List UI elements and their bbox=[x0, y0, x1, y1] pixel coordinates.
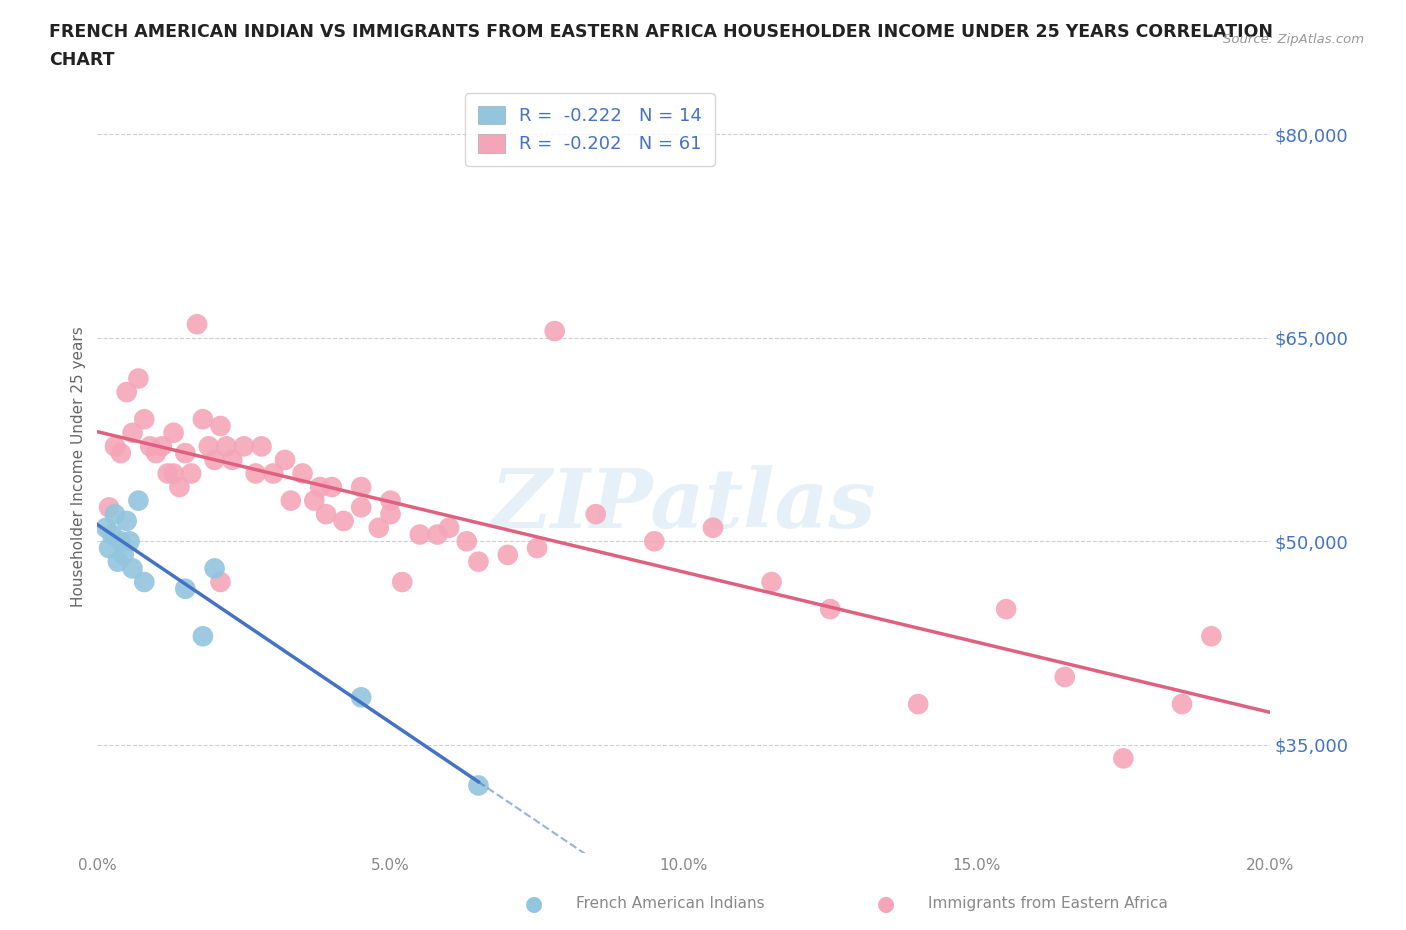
Point bbox=[118, 534, 141, 549]
Text: Immigrants from Eastern Africa: Immigrants from Eastern Africa bbox=[928, 897, 1168, 911]
Point bbox=[280, 493, 302, 508]
Point bbox=[221, 453, 243, 468]
Point bbox=[134, 575, 156, 590]
Point bbox=[127, 371, 149, 386]
Point bbox=[262, 466, 284, 481]
Point bbox=[169, 480, 191, 495]
Point bbox=[209, 575, 232, 590]
Point bbox=[156, 466, 179, 481]
Point bbox=[94, 520, 117, 535]
Point bbox=[121, 425, 143, 440]
Point bbox=[437, 520, 460, 535]
Point bbox=[134, 412, 156, 427]
Point bbox=[1112, 751, 1135, 765]
Point bbox=[162, 425, 184, 440]
Point bbox=[467, 554, 489, 569]
Text: FRENCH AMERICAN INDIAN VS IMMIGRANTS FROM EASTERN AFRICA HOUSEHOLDER INCOME UNDE: FRENCH AMERICAN INDIAN VS IMMIGRANTS FRO… bbox=[49, 23, 1274, 41]
Point bbox=[818, 602, 841, 617]
Point bbox=[121, 561, 143, 576]
Point bbox=[209, 418, 232, 433]
Legend: R =  -0.222   N = 14, R =  -0.202   N = 61: R = -0.222 N = 14, R = -0.202 N = 61 bbox=[465, 93, 714, 166]
Point bbox=[215, 439, 238, 454]
Point bbox=[1171, 697, 1194, 711]
Point bbox=[250, 439, 273, 454]
Point bbox=[110, 445, 132, 460]
Point bbox=[496, 548, 519, 563]
Point bbox=[98, 540, 121, 555]
Point bbox=[995, 602, 1018, 617]
Y-axis label: Householder Income Under 25 years: Householder Income Under 25 years bbox=[72, 326, 86, 607]
Point bbox=[112, 548, 135, 563]
Point bbox=[245, 466, 267, 481]
Text: French American Indians: French American Indians bbox=[576, 897, 765, 911]
Point bbox=[291, 466, 314, 481]
Point bbox=[150, 439, 173, 454]
Point bbox=[115, 513, 138, 528]
Point bbox=[127, 493, 149, 508]
Point bbox=[426, 527, 449, 542]
Point bbox=[232, 439, 254, 454]
Point bbox=[321, 480, 343, 495]
Point bbox=[104, 439, 127, 454]
Point bbox=[197, 439, 219, 454]
Point bbox=[274, 453, 297, 468]
Point bbox=[115, 385, 138, 400]
Point bbox=[204, 561, 226, 576]
Point bbox=[304, 493, 326, 508]
Point bbox=[350, 480, 373, 495]
Point bbox=[585, 507, 607, 522]
Point bbox=[162, 466, 184, 481]
Point bbox=[145, 445, 167, 460]
Point bbox=[110, 534, 132, 549]
Point bbox=[761, 575, 783, 590]
Point bbox=[1201, 629, 1223, 644]
Point bbox=[315, 507, 337, 522]
Point bbox=[98, 500, 121, 515]
Text: Source: ZipAtlas.com: Source: ZipAtlas.com bbox=[1223, 33, 1364, 46]
Point bbox=[186, 317, 208, 332]
Text: ZIPatlas: ZIPatlas bbox=[491, 465, 876, 545]
Point bbox=[191, 629, 214, 644]
Point bbox=[544, 324, 567, 339]
Point bbox=[643, 534, 665, 549]
Point bbox=[367, 520, 389, 535]
Point bbox=[101, 527, 124, 542]
Point bbox=[907, 697, 929, 711]
Point bbox=[380, 507, 402, 522]
Point bbox=[702, 520, 724, 535]
Point bbox=[204, 453, 226, 468]
Point bbox=[309, 480, 332, 495]
Point bbox=[391, 575, 413, 590]
Point bbox=[174, 581, 197, 596]
Point bbox=[456, 534, 478, 549]
Point bbox=[174, 445, 197, 460]
Point bbox=[107, 554, 129, 569]
Text: ●: ● bbox=[877, 894, 894, 914]
Point bbox=[180, 466, 202, 481]
Point bbox=[350, 500, 373, 515]
Point bbox=[409, 527, 432, 542]
Point bbox=[191, 412, 214, 427]
Point bbox=[332, 513, 354, 528]
Point bbox=[380, 493, 402, 508]
Point bbox=[526, 540, 548, 555]
Point bbox=[1053, 670, 1076, 684]
Point bbox=[350, 690, 373, 705]
Text: ●: ● bbox=[526, 894, 543, 914]
Point bbox=[467, 778, 489, 793]
Text: CHART: CHART bbox=[49, 51, 115, 69]
Point bbox=[104, 507, 127, 522]
Point bbox=[139, 439, 162, 454]
